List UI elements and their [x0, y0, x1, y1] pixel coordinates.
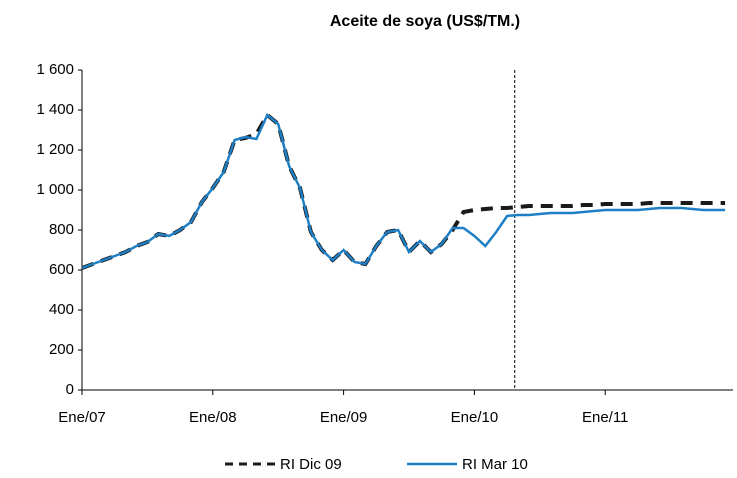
series-line	[81, 111, 726, 270]
y-tick-label: 0	[66, 381, 74, 398]
y-tick-label: 1 400	[36, 101, 74, 118]
x-tick-label: Ene/10	[451, 409, 499, 426]
x-tick-label: Ene/11	[582, 409, 628, 426]
y-tick-label: 1 200	[36, 141, 74, 158]
x-tick-label: Ene/09	[320, 409, 368, 426]
chart-title: Aceite de soya (US$/TM.)	[330, 13, 520, 30]
y-tick-label: 200	[49, 341, 74, 358]
y-tick-label: 600	[49, 261, 74, 278]
y-tick-label: 1 000	[36, 181, 74, 198]
y-tick-label: 1 600	[36, 61, 74, 78]
y-tick-label: 400	[49, 301, 74, 318]
legend-label: RI Mar 10	[462, 456, 528, 473]
y-tick-label: 800	[49, 221, 74, 238]
series-line	[81, 112, 726, 270]
x-tick-label: Ene/08	[189, 409, 237, 426]
legend-label: RI Dic 09	[280, 456, 342, 473]
x-tick-label: Ene/07	[58, 409, 106, 426]
